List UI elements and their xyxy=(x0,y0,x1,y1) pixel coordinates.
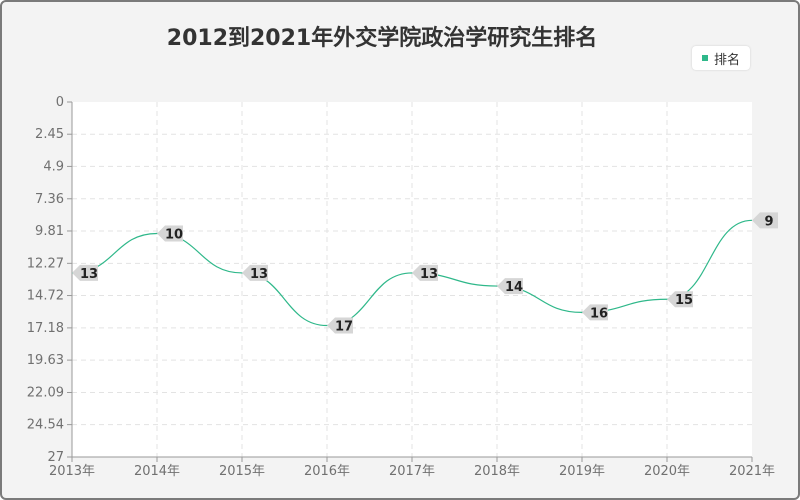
x-tick-label: 2021年 xyxy=(729,464,775,479)
data-label-bg xyxy=(327,317,353,334)
y-tick-label: 19.63 xyxy=(27,353,64,368)
x-tick-label: 2014年 xyxy=(134,464,180,479)
y-tick-label: 2.45 xyxy=(35,127,64,142)
data-label-bg xyxy=(72,264,98,281)
data-label: 13 xyxy=(250,267,268,282)
data-label-bg xyxy=(157,225,183,242)
data-label: 13 xyxy=(420,267,438,282)
y-tick-label: 7.36 xyxy=(35,192,64,207)
data-label-bg xyxy=(752,212,778,229)
data-label: 9 xyxy=(764,214,773,229)
y-tick-label: 0 xyxy=(56,95,64,110)
data-label-bg xyxy=(667,291,693,308)
y-tick-label: 27 xyxy=(47,450,64,465)
y-tick-label: 17.18 xyxy=(27,321,64,336)
data-label: 14 xyxy=(505,280,523,295)
y-tick-label: 12.27 xyxy=(27,256,64,271)
y-tick-label: 14.72 xyxy=(27,289,64,304)
data-label-bg xyxy=(242,264,268,281)
data-label-bg xyxy=(497,278,523,295)
x-tick-label: 2019年 xyxy=(559,464,605,479)
chart-title: 2012到2021年外交学院政治学研究生排名 xyxy=(166,26,598,51)
data-label: 15 xyxy=(675,293,693,308)
x-tick-label: 2016年 xyxy=(304,464,350,479)
y-tick-label: 9.81 xyxy=(35,224,64,239)
data-label-bg xyxy=(412,264,438,281)
x-tick-label: 2017年 xyxy=(389,464,435,479)
legend[interactable]: 排名 xyxy=(692,46,750,70)
y-tick-label: 4.9 xyxy=(43,159,64,174)
data-label: 16 xyxy=(590,306,608,321)
y-tick-label: 22.09 xyxy=(27,385,64,400)
legend-label: 排名 xyxy=(713,52,740,68)
legend-swatch xyxy=(701,55,708,61)
y-tick-label: 24.54 xyxy=(27,418,64,433)
x-tick-label: 2020年 xyxy=(644,464,690,479)
data-label: 13 xyxy=(80,267,98,282)
data-label: 10 xyxy=(165,227,183,242)
data-label-bg xyxy=(582,304,608,321)
x-tick-label: 2018年 xyxy=(474,464,520,479)
x-tick-label: 2013年 xyxy=(49,464,95,479)
data-label: 17 xyxy=(335,320,353,335)
x-tick-label: 2015年 xyxy=(219,464,265,479)
plot-area xyxy=(72,102,752,457)
